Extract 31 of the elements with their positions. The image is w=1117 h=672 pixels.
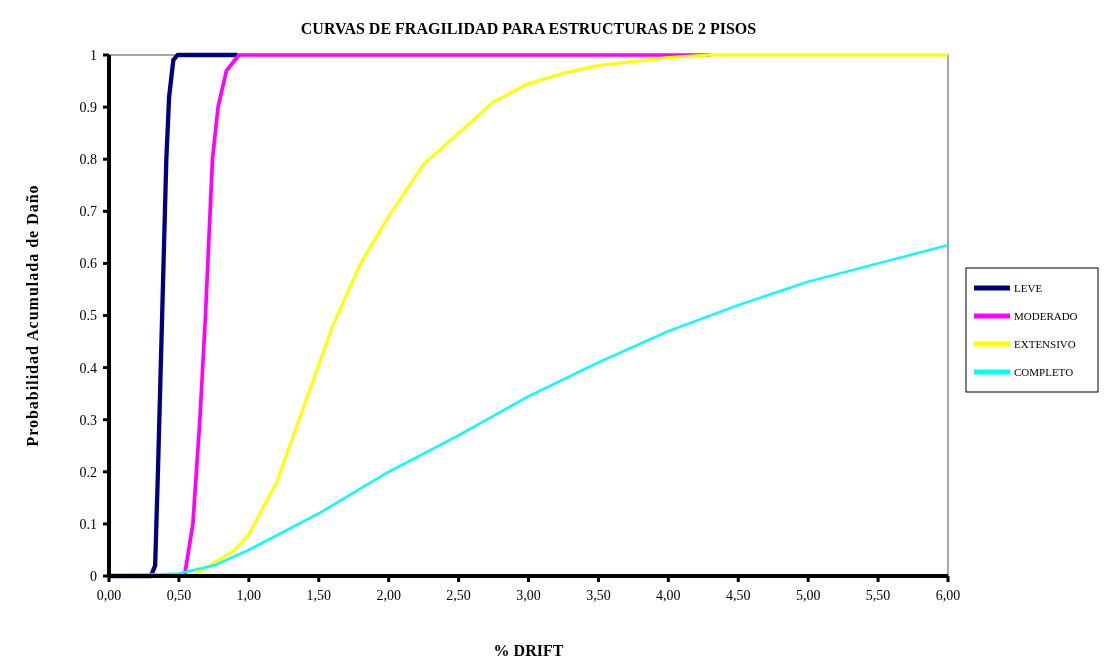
y-tick-label: 0.2: [79, 464, 97, 480]
x-tick-label: 0,00: [96, 588, 122, 603]
legend-label: MODERADO: [1014, 309, 1078, 322]
x-tick-label: 3,00: [516, 588, 541, 603]
y-tick-label: 0.3: [79, 412, 97, 428]
x-tick-label: 6,00: [935, 588, 961, 603]
legend-label: LEVE: [1014, 281, 1043, 294]
y-tick-label: 0.9: [79, 100, 97, 115]
legend-label: EXTENSIVO: [1014, 337, 1076, 350]
x-tick-label: 2,50: [446, 588, 471, 603]
x-tick-label: 1,50: [306, 588, 331, 603]
x-tick-label: 1,00: [236, 588, 262, 603]
y-tick-label: 0.6: [79, 256, 97, 272]
x-tick-label: 4,00: [656, 588, 681, 603]
legend-label: COMPLETO: [1014, 365, 1074, 378]
y-tick-label: 0.8: [79, 152, 97, 168]
y-tick-label: 0.7: [79, 204, 97, 220]
x-tick-label: 3,50: [586, 588, 611, 603]
y-tick-label: 0: [90, 568, 97, 584]
x-tick-label: 5,00: [795, 588, 821, 603]
chart-title: CURVAS DE FRAGILIDAD PARA ESTRUCTURAS DE 2 PISOS: [300, 20, 757, 37]
x-tick-label: 5,50: [865, 588, 891, 603]
y-tick-label: 0.4: [79, 360, 97, 376]
y-tick-label: 0.1: [79, 516, 97, 532]
x-tick-label: 4,50: [726, 588, 751, 603]
x-tick-label: 2,00: [376, 588, 401, 603]
y-tick-label: 0.5: [79, 308, 97, 324]
y-axis-title: Probabilidad Acumulada de Daño: [24, 184, 41, 447]
x-axis-title: % DRIFT: [493, 642, 564, 659]
y-tick-label: 1: [90, 47, 97, 63]
x-tick-label: 0,50: [166, 588, 192, 603]
